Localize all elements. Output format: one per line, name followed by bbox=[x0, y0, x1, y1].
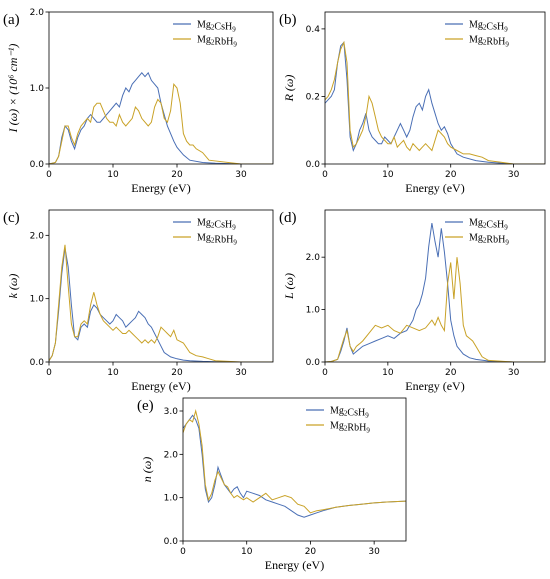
x-tick-label: 30 bbox=[235, 170, 247, 180]
y-axis-label: k (ω) bbox=[6, 274, 20, 299]
series-line-Mg2RbH9 bbox=[49, 82, 273, 164]
x-tick-label: 0 bbox=[46, 368, 52, 378]
legend-entry: Mg2CsH9 bbox=[469, 20, 508, 34]
y-tick-label: 0.4 bbox=[306, 25, 321, 35]
x-axis-label: Energy (eV) bbox=[405, 181, 464, 195]
y-tick-label: 0.0 bbox=[164, 537, 179, 547]
legend-entry: Mg2RbH9 bbox=[469, 233, 509, 247]
legend-entry: Mg2CsH9 bbox=[197, 218, 236, 232]
x-tick-label: 10 bbox=[107, 170, 119, 180]
x-tick-label: 10 bbox=[107, 368, 119, 378]
x-tick-label: 0 bbox=[46, 170, 52, 180]
y-axis-label: I (ω) × (10⁶ cm⁻¹) bbox=[6, 44, 20, 134]
x-axis-label: Energy (eV) bbox=[405, 379, 464, 393]
y-tick-label: 2.0 bbox=[164, 450, 179, 460]
x-axis-label: Energy (eV) bbox=[131, 181, 190, 195]
x-tick-label: 0 bbox=[322, 368, 328, 378]
x-tick-label: 20 bbox=[171, 368, 183, 378]
y-axis-label: n (ω) bbox=[140, 457, 154, 482]
y-tick-label: 2.0 bbox=[30, 231, 45, 241]
y-tick-label: 1.0 bbox=[30, 295, 45, 305]
plot-frame bbox=[48, 11, 274, 165]
plot-frame bbox=[324, 11, 546, 165]
y-tick-label: 3.0 bbox=[164, 407, 179, 417]
panel-c: 0 10 20 30 0.0 1.0 2.0 Energy (eV) k (ω) (c) Mg2Cs… bbox=[3, 209, 274, 393]
plot-frame bbox=[324, 209, 546, 363]
series-line-Mg2CsH9 bbox=[325, 223, 545, 362]
x-axis-label: Energy (eV) bbox=[131, 379, 190, 393]
x-tick-label: 20 bbox=[171, 170, 183, 180]
plot-frame bbox=[182, 397, 407, 542]
x-tick-label: 10 bbox=[382, 368, 394, 378]
panel-d: 0 10 20 30 0.0 1.0 2.0 Energy (eV) L (ω) (d) Mg2Cs… bbox=[279, 209, 546, 393]
y-tick-label: 0.0 bbox=[306, 358, 321, 368]
legend-entry: Mg2CsH9 bbox=[197, 20, 236, 34]
x-axis-label: Energy (eV) bbox=[265, 558, 324, 572]
series-line-Mg2CsH9 bbox=[49, 71, 273, 164]
panel-label: (b) bbox=[279, 12, 297, 28]
legend-entry: Mg2RbH9 bbox=[197, 233, 237, 247]
x-tick-label: 20 bbox=[445, 170, 457, 180]
y-tick-label: 1.0 bbox=[30, 84, 45, 94]
y-axis-label: R (ω) bbox=[282, 75, 296, 103]
x-tick-label: 0 bbox=[180, 547, 186, 557]
x-tick-label: 0 bbox=[322, 170, 328, 180]
y-tick-label: 0.0 bbox=[306, 160, 321, 170]
y-tick-label: 0.2 bbox=[306, 92, 320, 102]
panel-b: 0 10 20 30 0.0 0.2 0.4 Energy (eV) R (ω) (b) Mg2Cs… bbox=[279, 11, 546, 195]
panel-label: (a) bbox=[3, 12, 20, 28]
legend-entry: Mg2CsH9 bbox=[469, 218, 508, 232]
x-tick-label: 10 bbox=[241, 547, 253, 557]
series-line-Mg2CsH9 bbox=[183, 414, 406, 518]
x-tick-label: 30 bbox=[235, 368, 247, 378]
y-tick-label: 1.0 bbox=[164, 494, 179, 504]
x-tick-label: 30 bbox=[508, 368, 520, 378]
x-tick-label: 30 bbox=[508, 170, 520, 180]
y-tick-label: 0.0 bbox=[30, 358, 45, 368]
series-line-Mg2RbH9 bbox=[183, 409, 406, 514]
y-axis-label: L (ω) bbox=[282, 273, 296, 300]
legend-entry: Mg2CsH9 bbox=[330, 406, 369, 420]
x-tick-label: 20 bbox=[445, 368, 457, 378]
y-tick-label: 1.0 bbox=[306, 306, 321, 316]
panel-e: 0 10 20 30 0.0 1.0 2.0 3.0 Energy (eV) n (ω) (e) Mg… bbox=[137, 397, 407, 572]
panel-a: 0 10 20 30 0.0 1.0 2.0 Energy (eV) I (ω) × (10⁶ … bbox=[3, 8, 274, 195]
plot-frame bbox=[48, 209, 274, 363]
series-line-Mg2CsH9 bbox=[325, 41, 545, 164]
series-line-Mg2RbH9 bbox=[325, 40, 545, 164]
panel-label: (d) bbox=[279, 210, 297, 226]
y-tick-label: 0.0 bbox=[30, 160, 45, 170]
legend-entry: Mg2RbH9 bbox=[330, 421, 370, 435]
x-tick-label: 20 bbox=[305, 547, 317, 557]
legend-entry: Mg2RbH9 bbox=[197, 35, 237, 49]
x-tick-label: 30 bbox=[368, 547, 380, 557]
panel-label: (c) bbox=[3, 210, 20, 226]
legend-entry: Mg2RbH9 bbox=[469, 35, 509, 49]
y-tick-label: 2.0 bbox=[30, 8, 45, 18]
series-line-Mg2CsH9 bbox=[49, 247, 273, 362]
series-line-Mg2RbH9 bbox=[49, 244, 273, 362]
panel-label: (e) bbox=[137, 398, 154, 414]
series-line-Mg2RbH9 bbox=[325, 257, 545, 362]
y-tick-label: 2.0 bbox=[306, 253, 321, 263]
x-tick-label: 10 bbox=[382, 170, 394, 180]
